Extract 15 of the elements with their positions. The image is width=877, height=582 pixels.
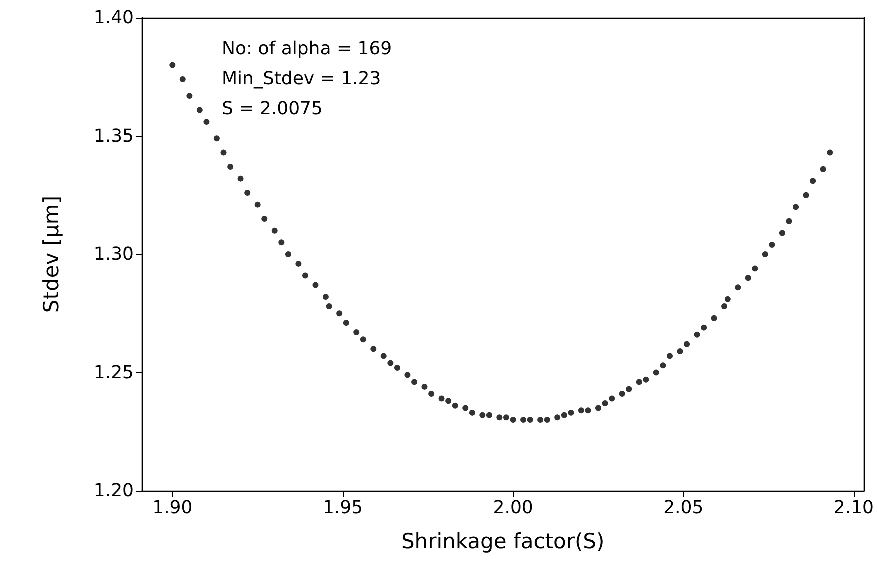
- x-tick-label: 2.10: [834, 498, 874, 518]
- y-tick-label: 1.20: [94, 480, 134, 502]
- x-axis-title: Shrinkage factor(S): [401, 530, 605, 554]
- annotation: Min_Stdev = 1.23: [222, 68, 382, 90]
- annotation: No: of alpha = 169: [222, 38, 392, 60]
- x-tick-label: 1.95: [322, 498, 364, 518]
- annotation: S = 2.0075: [222, 98, 323, 120]
- y-tick-label: 1.25: [94, 362, 134, 384]
- y-tick-label: 1.40: [94, 8, 134, 28]
- x-tick-label: 2.00: [493, 498, 534, 518]
- y-axis-title: Stdev [µm]: [40, 196, 64, 314]
- x-tick-label: 1.90: [152, 498, 193, 518]
- x-tick-label: 2.05: [664, 498, 704, 518]
- y-tick-label: 1.30: [94, 244, 134, 265]
- y-tick-label: 1.35: [94, 126, 134, 147]
